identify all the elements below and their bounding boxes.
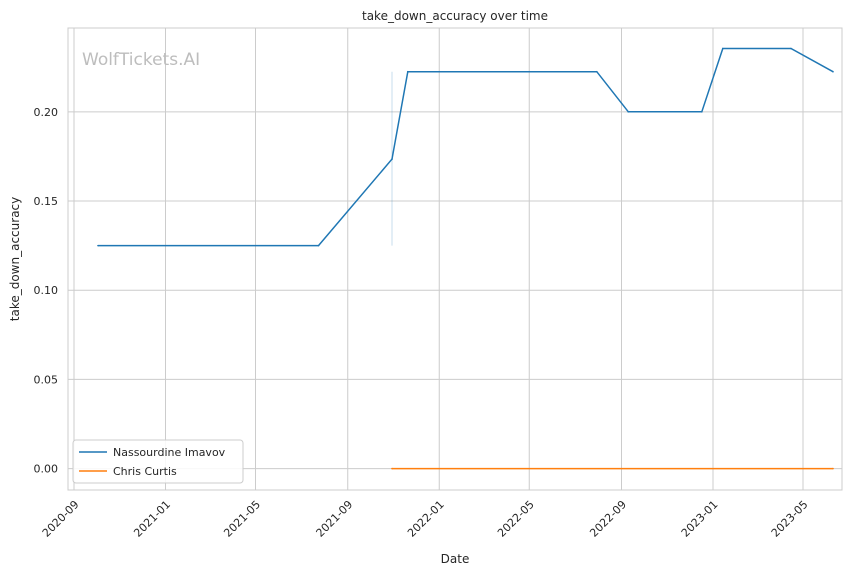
data-point-nassourdine-imavov xyxy=(721,47,724,50)
data-point-chris-curtis xyxy=(832,467,834,470)
legend-label-chris-curtis: Chris Curtis xyxy=(113,465,177,478)
data-point-nassourdine-imavov xyxy=(391,158,393,160)
data-point-chris-curtis xyxy=(391,467,393,470)
legend-label-nassourdine-imavov: Nassourdine Imavov xyxy=(113,446,226,459)
x-tick-label: 2023-05 xyxy=(769,498,811,540)
x-axis-label: Date xyxy=(441,552,470,566)
series xyxy=(97,47,834,470)
y-tick-label: 0.05 xyxy=(34,373,59,386)
x-tick-label: 2020-09 xyxy=(40,498,82,540)
series-line-nassourdine-imavov xyxy=(98,47,834,247)
data-point-nassourdine-imavov xyxy=(700,111,703,113)
x-tick-label: 2023-01 xyxy=(679,498,721,540)
data-point-nassourdine-imavov xyxy=(317,244,320,247)
plot-area xyxy=(67,27,843,491)
chart-title: take_down_accuracy over time xyxy=(362,9,548,23)
data-point-nassourdine-imavov xyxy=(406,70,409,73)
y-axis-label: take_down_accuracy xyxy=(8,197,22,321)
x-tick-label: 2021-09 xyxy=(314,498,356,540)
data-point-nassourdine-imavov xyxy=(832,70,834,73)
watermark: WolfTickets.AI xyxy=(82,50,200,70)
x-tick-label: 2022-01 xyxy=(405,498,447,540)
x-tick-label: 2021-05 xyxy=(221,498,263,540)
data-point-nassourdine-imavov xyxy=(790,47,792,50)
data-point-nassourdine-imavov xyxy=(627,111,630,113)
y-tick-label: 0.15 xyxy=(34,195,59,208)
legend: Nassourdine Imavov Chris Curtis xyxy=(72,439,244,484)
x-tick-label: 2021-01 xyxy=(131,498,173,540)
data-point-nassourdine-imavov xyxy=(595,70,598,73)
y-tick-label: 0.00 xyxy=(34,463,59,476)
x-tick-label: 2022-05 xyxy=(495,498,537,540)
y-tick-label: 0.10 xyxy=(34,284,59,297)
legend-box xyxy=(72,439,244,484)
data-point-nassourdine-imavov xyxy=(97,244,99,247)
y-tick-label: 0.20 xyxy=(34,106,59,119)
x-tick-label: 2022-09 xyxy=(587,498,629,540)
